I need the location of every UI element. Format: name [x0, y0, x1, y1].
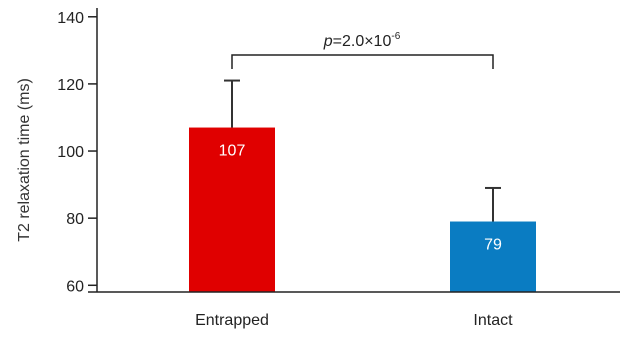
plot-area: 107 Entrapped 79 Intact 60 80 100 120 140	[57, 8, 620, 329]
value-label-intact: 79	[484, 237, 502, 254]
y-tick-label-140: 140	[57, 10, 84, 27]
significance-p-label: p	[323, 33, 333, 50]
y-tick-label-120: 120	[57, 77, 84, 94]
significance-value-text: =2.0×10	[333, 33, 392, 50]
y-tick-label-80: 80	[66, 211, 84, 228]
bar-intact	[450, 221, 536, 292]
x-tick-label-entrapped: Entrapped	[195, 312, 269, 329]
y-axis-label: T2 relaxation time (ms)	[16, 78, 33, 242]
significance-exponent: -6	[391, 31, 400, 42]
y-tick-label-100: 100	[57, 144, 84, 161]
x-tick-label-intact: Intact	[473, 312, 513, 329]
y-tick-label-60: 60	[66, 278, 84, 295]
bar-entrapped	[189, 127, 275, 293]
significance-annotation: p=2.0×10-6	[323, 31, 401, 50]
significance-bracket	[231, 54, 494, 69]
value-label-entrapped: 107	[219, 143, 246, 160]
